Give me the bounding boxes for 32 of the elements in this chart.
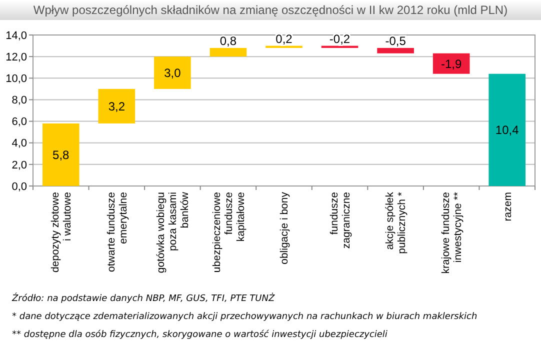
data-label: -0,2: [329, 32, 350, 46]
x-tick-label: depozyty złotowe i walutowe: [50, 192, 74, 273]
y-tick-label: 6,0: [12, 116, 27, 128]
bar: [488, 74, 526, 186]
data-label: 0,2: [276, 32, 293, 46]
data-label: -0,5: [385, 34, 406, 48]
bar: [154, 56, 191, 89]
data-label: -1,9: [440, 56, 462, 71]
bar: [42, 123, 80, 186]
y-tick-label: 2,0: [12, 159, 27, 172]
bar: [210, 48, 247, 57]
text: Źródło: na podstawie danych NBP, MF, GUS, TFI, PTE TUNŻ: [11, 292, 276, 304]
data-label: 5,8: [52, 148, 70, 162]
y-tick-label: 4,0: [12, 138, 27, 150]
text: ** dostępne dla osób fizycznych, skorygowane o wartość inwestycji ubezpieczycieli: [12, 329, 388, 340]
y-tick-label: 12,0: [6, 51, 27, 64]
y-tick-label: 10,0: [6, 72, 27, 85]
chart-title: Wpływ poszczególnych składników na zmianę oszczędności w II kw 2012 roku (mld PLN): [33, 3, 508, 17]
x-tick-label: razem: [502, 192, 514, 222]
bar: [377, 48, 414, 54]
data-label: 3,2: [108, 99, 126, 114]
text: * dane dotyczące zdematerializowanych akcji przechowywanych na rachunkach w biurach maklerskich: [12, 312, 478, 322]
bar: [98, 88, 136, 124]
data-label: 3,0: [164, 66, 182, 80]
x-tick-label: gotówka wobiegu poza kasami banków: [155, 192, 192, 274]
y-tick-label: 0,0: [12, 180, 27, 193]
y-tick-label: 14,0: [6, 30, 27, 42]
bar: [432, 53, 470, 74]
y-tick-label: 8,0: [12, 94, 27, 107]
data-label: 10,4: [495, 123, 520, 138]
x-tick-label: obligacje i bony: [278, 191, 291, 264]
data-label: 0,8: [220, 34, 237, 48]
